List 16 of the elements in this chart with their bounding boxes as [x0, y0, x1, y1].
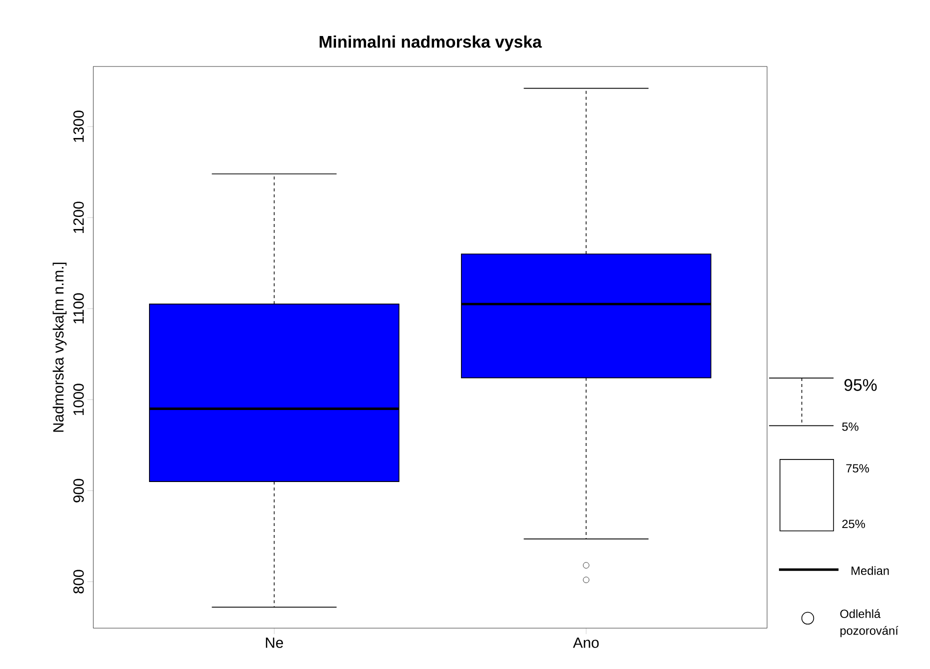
text: Odlehlá pozorování: [840, 609, 898, 638]
y-tick-label: 800: [73, 570, 84, 594]
y-tick-label: 1200: [73, 202, 84, 234]
y-tick-label: 1000: [73, 384, 84, 416]
y-axis-title: Nadmorska vyska[m n.m.]: [52, 262, 67, 432]
chart-title: Minimalni nadmorska vyska: [320, 36, 542, 52]
y-tick-label: 1300: [73, 110, 84, 142]
y-tick-label: 1100: [73, 293, 84, 324]
text: 75%: [846, 464, 869, 473]
text: 5%: [842, 422, 858, 431]
y-tick-label: 900: [73, 478, 84, 502]
text: Median: [852, 566, 889, 576]
text: 25%: [842, 520, 866, 528]
x-tick-label: Ano: [572, 638, 599, 648]
text: 95%: [844, 379, 877, 392]
x-tick-label: Ne: [266, 638, 284, 648]
